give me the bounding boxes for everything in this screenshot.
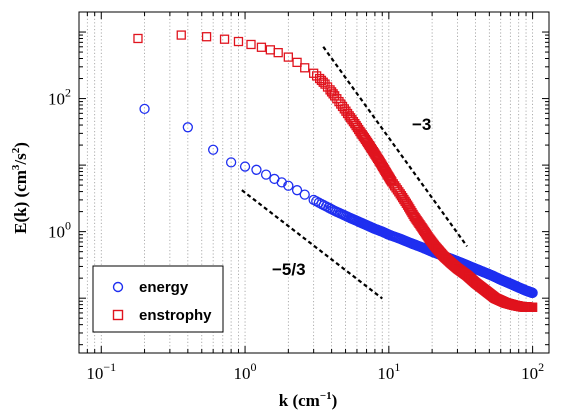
- x-axis-label: k (cm−1): [279, 390, 338, 410]
- legend-energy-label: energy: [139, 279, 189, 296]
- enstrophy-data-point: [246, 39, 256, 50]
- energy-data-point: [299, 189, 310, 200]
- energy-data-point: [283, 180, 294, 191]
- plot-grid: [78, 12, 534, 353]
- enstrophy-data-point: [265, 45, 276, 55]
- x-tick-label: 102: [521, 360, 544, 383]
- energy-data-point: [260, 169, 272, 180]
- energy-data-point: [276, 177, 287, 188]
- x-tick-label: 10−1: [86, 360, 116, 383]
- legend: energy enstrophy: [92, 265, 224, 333]
- enstrophy-data-point: [256, 42, 267, 52]
- energy-data-point: [527, 287, 538, 299]
- axis-ticks: [78, 11, 549, 353]
- enstrophy-data-point: [283, 52, 293, 62]
- energy-data-point: [291, 185, 303, 196]
- legend-energy-marker: [112, 281, 124, 293]
- energy-data-point: [139, 103, 150, 115]
- slope-line-steep: [322, 46, 468, 248]
- x-tick-label: 100: [234, 360, 257, 383]
- legend-enstrophy-label: enstrophy: [139, 307, 212, 324]
- enstrophy-data-point: [219, 34, 230, 44]
- enstrophy-data-point: [233, 36, 244, 47]
- enstrophy-data-point: [201, 32, 212, 42]
- enstrophy-data-point: [273, 47, 283, 58]
- enstrophy-data-point: [527, 302, 538, 312]
- tick-labels: 10−1 100 101 102 100 102: [48, 86, 544, 383]
- energy-data-point: [182, 122, 193, 133]
- x-tick-label: 101: [377, 360, 400, 383]
- energy-data-point: [308, 194, 319, 206]
- y-tick-label: 102: [48, 86, 71, 109]
- enstrophy-data-point: [292, 57, 302, 68]
- slope-line-shallow: [241, 189, 383, 300]
- legend-enstrophy-marker: [112, 309, 124, 321]
- y-axis-label: E(k) (cm3/s2): [10, 142, 30, 234]
- enstrophy-data-point: [309, 68, 319, 78]
- enstrophy-data-point: [300, 63, 310, 73]
- energy-data-point: [225, 157, 237, 168]
- slope-annotation-shallow: −5/3: [272, 260, 306, 279]
- slope-annotation-steep: −3: [412, 115, 431, 134]
- legend-box: [92, 265, 224, 333]
- energy-data-point: [239, 161, 251, 172]
- y-tick-label: 100: [48, 219, 71, 242]
- reference-lines: [241, 46, 468, 300]
- enstrophy-data-point: [133, 33, 143, 44]
- enstrophy-data-point: [320, 79, 330, 89]
- energy-data-point: [208, 144, 219, 155]
- energy-data-point: [251, 164, 262, 175]
- data-markers: [133, 30, 538, 312]
- enstrophy-data-point: [176, 30, 186, 40]
